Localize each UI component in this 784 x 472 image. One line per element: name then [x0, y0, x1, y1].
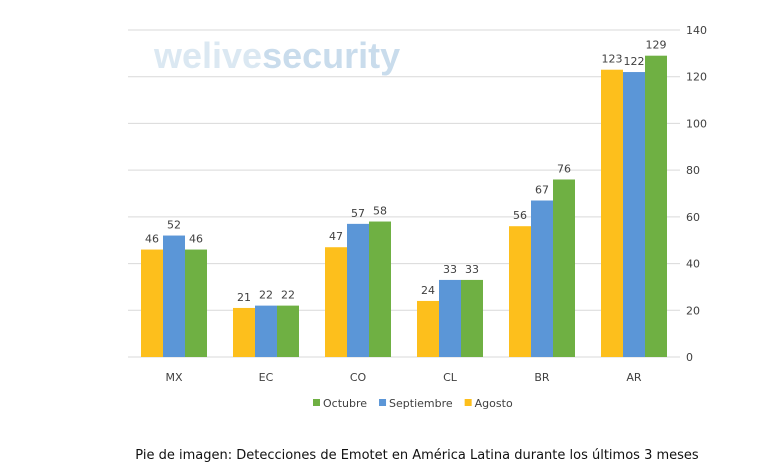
bar-septiembre-cl: [439, 279, 461, 357]
legend-swatch-agosto: [464, 399, 472, 406]
bar-agosto-ar: [601, 69, 623, 357]
legend-label-agosto: Agosto: [475, 397, 513, 410]
x-tick-label: CO: [350, 371, 367, 384]
bar-agosto-cl: [417, 300, 439, 357]
bar-agosto-co: [325, 247, 347, 357]
bar-septiembre-co: [347, 223, 369, 357]
y-tick-label: 60: [686, 211, 700, 224]
data-label: 46: [189, 233, 203, 246]
bar-agosto-mx: [141, 249, 163, 357]
data-label: 56: [513, 209, 527, 222]
y-tick-label: 20: [686, 304, 700, 317]
data-label: 67: [535, 184, 549, 197]
data-label: 46: [145, 233, 159, 246]
bar-agosto-br: [509, 226, 531, 357]
data-label: 129: [646, 39, 667, 52]
y-tick-label: 0: [686, 351, 693, 364]
chart-svg: welivesecurity 0 20 40 60 80 100 120 140 46 52 46 M…: [128, 24, 707, 410]
legend-swatch-octubre: [313, 399, 320, 406]
legend-swatch-septiembre: [379, 399, 387, 406]
bar-octubre-ec: [277, 305, 299, 357]
bar-octubre-br: [553, 179, 575, 357]
bar-septiembre-br: [531, 200, 553, 357]
y-tick-label: 120: [686, 71, 707, 84]
watermark-bold: security: [262, 35, 400, 76]
y-tick-label: 100: [686, 117, 707, 130]
bar-octubre-ar: [645, 55, 667, 357]
bar-octubre-mx: [185, 249, 207, 357]
bar-octubre-co: [369, 221, 391, 357]
data-label: 33: [465, 263, 479, 276]
data-label: 52: [167, 219, 181, 232]
bar-septiembre-ar: [623, 72, 645, 358]
legend-label-septiembre: Septiembre: [389, 397, 453, 410]
bar-septiembre-mx: [163, 235, 185, 357]
y-tick-label: 40: [686, 258, 700, 271]
figure-caption: Pie de imagen: Detecciones de Emotet en …: [135, 448, 699, 463]
x-tick-label: BR: [534, 371, 550, 384]
chart-area: welivesecurity 0 20 40 60 80 100 120 140 46 52 46 M…: [128, 24, 707, 410]
x-tick-label: AR: [626, 371, 642, 384]
data-label: 58: [373, 205, 387, 218]
data-label: 21: [237, 291, 251, 304]
data-label: 122: [624, 55, 645, 68]
data-label: 22: [259, 289, 273, 302]
data-label: 22: [281, 289, 295, 302]
bar-agosto-ec: [233, 307, 255, 357]
data-label: 76: [557, 162, 571, 175]
y-tick-label: 80: [686, 164, 700, 177]
watermark: welivesecurity: [153, 35, 400, 76]
bar-octubre-cl: [461, 279, 483, 357]
x-tick-label: EC: [259, 371, 274, 384]
legend-label-octubre: Octubre: [323, 397, 367, 410]
data-label: 33: [443, 263, 457, 276]
x-tick-label: CL: [443, 371, 458, 384]
data-label: 24: [421, 284, 435, 297]
x-tick-label: MX: [165, 371, 182, 384]
data-label: 123: [602, 53, 623, 66]
data-label: 47: [329, 230, 343, 243]
y-tick-label: 140: [686, 24, 707, 37]
bar-septiembre-ec: [255, 305, 277, 357]
data-label: 57: [351, 207, 365, 220]
watermark-light: welive: [153, 35, 262, 76]
